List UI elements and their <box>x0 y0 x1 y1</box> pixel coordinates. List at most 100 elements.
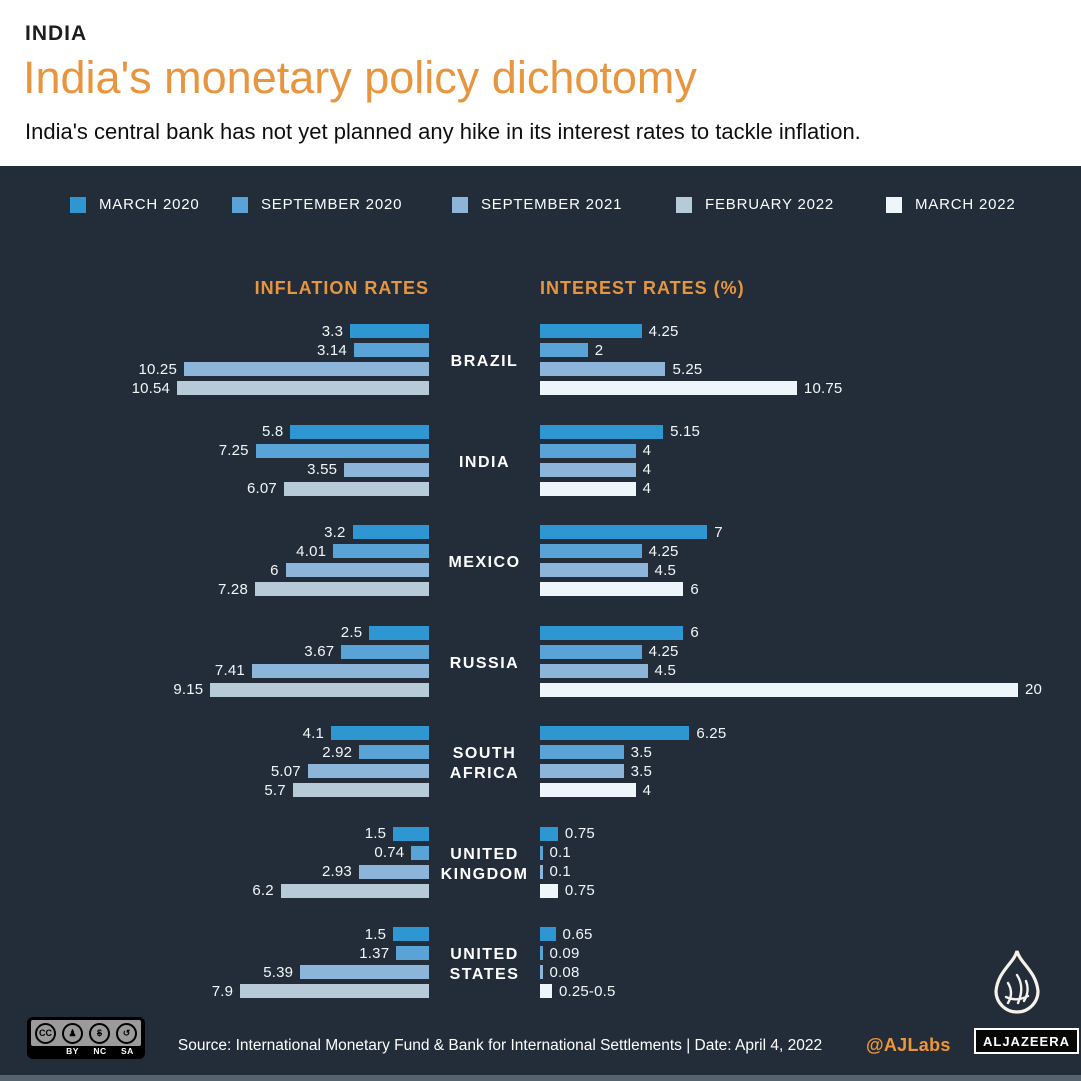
inflation-bar <box>285 563 429 577</box>
interest-value-label: 5.25 <box>672 360 703 378</box>
interest-bar-row: 4.25 <box>540 322 1081 340</box>
inflation-bar-row: 5.07 <box>0 762 429 780</box>
interest-bar <box>540 984 552 998</box>
inflation-value-label: 1.37 <box>359 944 390 962</box>
inflation-bar <box>353 343 429 357</box>
interest-value-label: 0.25-0.5 <box>558 982 616 1000</box>
interest-value-label: 6 <box>690 624 699 641</box>
country-groups: 3.3 3.14 10.25 10.54 BRAZIL 4.25 2 5.25 10.75 5.8… <box>0 322 1081 1028</box>
inflation-bar <box>300 965 429 979</box>
inflation-bar-row: 2.5 <box>0 624 429 641</box>
inflation-bar <box>255 443 429 458</box>
interest-bar <box>540 582 684 596</box>
inflation-bar <box>251 663 429 678</box>
interest-value-label: 10.75 <box>803 379 843 397</box>
inflation-column-title: INFLATION RATES <box>254 278 429 298</box>
country-group: 4.1 2.92 5.07 5.7 SOUTH AFRICA 6.25 3.5 3.5 4 <box>0 725 1081 802</box>
inflation-bar-row: 3.2 <box>0 523 429 541</box>
inflation-value-label: 5.07 <box>270 762 301 780</box>
inflation-value-label: 3.2 <box>324 523 346 541</box>
inflation-bar-row: 7.41 <box>0 662 429 679</box>
inflation-value-label: 4.01 <box>296 542 327 560</box>
interest-bar-row: 4 <box>540 442 1081 459</box>
interest-bar <box>540 745 624 759</box>
interest-value-label: 0.09 <box>549 944 580 962</box>
interest-bar <box>540 381 797 395</box>
interest-bar-row: 4.25 <box>540 643 1081 660</box>
interest-bar-row: 5.15 <box>540 423 1081 440</box>
inflation-bar-row: 5.8 <box>0 423 429 440</box>
inflation-value-label: 0.74 <box>374 844 405 861</box>
inflation-bar <box>393 826 429 841</box>
inflation-bar <box>344 462 429 477</box>
page-title: India's monetary policy dichotomy <box>23 52 697 103</box>
inflation-value-label: 3.3 <box>321 322 344 340</box>
interest-value-label: 4.25 <box>648 542 679 560</box>
inflation-value-label: 2.93 <box>321 863 352 880</box>
inflation-value-label: 6.07 <box>246 480 277 497</box>
legend-swatch-icon <box>70 196 86 213</box>
inflation-value-label: 7.28 <box>218 580 249 598</box>
interest-bar-row: 6.25 <box>540 725 1081 742</box>
inflation-bar-row: 2.92 <box>0 743 429 761</box>
interest-bar-row: 6 <box>540 581 1081 598</box>
kicker-label: INDIA <box>25 22 88 45</box>
legend-item-march-2020: MARCH 2020 <box>70 196 200 213</box>
inflation-value-label: 3.67 <box>304 643 335 660</box>
inflation-value-label: 9.15 <box>173 681 204 698</box>
inflation-value-label: 6 <box>270 561 279 579</box>
legend-swatch-icon <box>676 196 692 213</box>
interest-bars: 0.75 0.1 0.1 0.75 <box>540 825 1081 903</box>
cc-by-label: BY <box>66 1046 79 1056</box>
inflation-bar-row: 1.5 <box>0 925 429 943</box>
interest-bars: 6.25 3.5 3.5 4 <box>540 725 1081 802</box>
inflation-bar-row: 7.28 <box>0 580 429 598</box>
country-label: MEXICO <box>448 554 521 571</box>
interest-bar-row: 0.1 <box>540 844 1081 861</box>
interest-bar-row: 0.25-0.5 <box>540 982 1081 1000</box>
interest-bar <box>540 462 636 477</box>
inflation-bar-row: 7.25 <box>0 442 429 459</box>
interest-bar-row: 0.75 <box>540 882 1081 899</box>
interest-bar-row: 0.09 <box>540 944 1081 962</box>
interest-value-label: 4.25 <box>648 322 679 340</box>
inflation-bar <box>393 927 429 941</box>
inflation-bar-row: 4.1 <box>0 725 429 742</box>
interest-value-label: 0.08 <box>549 963 580 981</box>
interest-value-label: 3.5 <box>630 743 653 761</box>
country-group: 3.2 4.01 6 7.28 MEXICO 7 4.25 4.5 6 <box>0 523 1081 601</box>
cc-icon: CC <box>35 1022 56 1044</box>
inflation-bar-row: 9.15 <box>0 681 429 698</box>
inflation-value-label: 7.9 <box>211 982 234 1000</box>
legend-item-september-2020: SEPTEMBER 2020 <box>232 196 402 213</box>
interest-value-label: 0.1 <box>549 863 571 880</box>
inflation-value-label: 2.92 <box>322 743 353 761</box>
interest-bar <box>540 525 708 539</box>
creative-commons-badge: CC ♟ $ ↺ BY NC SA <box>27 1017 145 1059</box>
inflation-bars: 1.5 0.74 2.93 6.2 <box>0 825 429 903</box>
inflation-bar <box>350 324 429 338</box>
inflation-value-label: 3.55 <box>307 461 338 478</box>
inflation-bar-row: 5.7 <box>0 782 429 799</box>
inflation-value-label: 1.5 <box>364 925 387 943</box>
cc-by-person-icon: ♟ <box>62 1022 83 1044</box>
country-label: INDIA <box>458 453 511 471</box>
inflation-bar-row: 6 <box>0 561 429 579</box>
country-label: SOUTH AFRICA <box>449 745 520 782</box>
interest-bar <box>540 362 666 376</box>
interest-bars: 5.15 4 4 4 <box>540 423 1081 501</box>
country-label-cell: MEXICO <box>429 525 540 601</box>
inflation-bar <box>307 764 429 778</box>
inflation-bars: 5.8 7.25 3.55 6.07 <box>0 423 429 501</box>
interest-bar <box>540 563 648 577</box>
interest-bar <box>540 764 624 778</box>
legend-item-february-2022: FEBRUARY 2022 <box>676 196 834 213</box>
interest-value-label: 5.15 <box>670 423 701 440</box>
inflation-bar-row: 0.74 <box>0 844 429 861</box>
interest-bars: 0.65 0.09 0.08 0.25-0.5 <box>540 926 1081 1003</box>
interest-bar <box>540 883 558 898</box>
interest-bar-row: 6 <box>540 624 1081 641</box>
inflation-value-label: 10.54 <box>131 379 171 397</box>
interest-value-label: 0.1 <box>549 844 571 861</box>
legend-label: MARCH 2022 <box>915 196 1016 213</box>
